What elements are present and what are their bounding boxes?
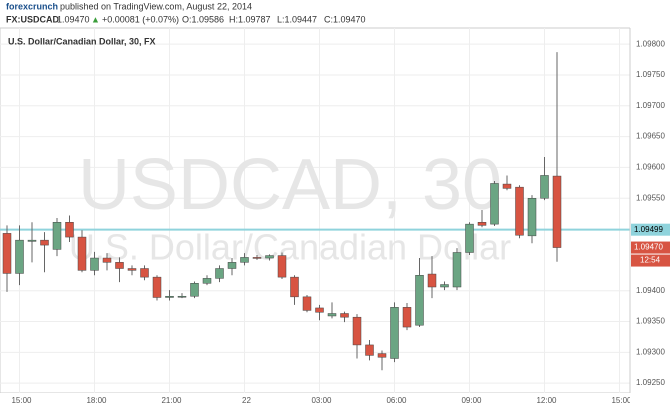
low: L:1.09447	[277, 14, 317, 24]
y-tick-label: 1.09400	[636, 286, 665, 295]
y-tick-label: 1.09250	[636, 378, 665, 387]
candle-body	[315, 307, 324, 313]
candle-body	[540, 175, 549, 199]
brand[interactable]: forexcrunch	[6, 1, 58, 11]
candle-body	[390, 307, 399, 359]
open: O:1.09586	[182, 14, 224, 24]
candle-body	[327, 313, 337, 317]
x-tick-label: 12:00	[536, 396, 557, 405]
candle-body	[415, 275, 424, 326]
candle-body	[352, 316, 362, 346]
candle-body	[452, 252, 462, 288]
watermark: USDCAD, 30	[78, 145, 502, 225]
price-line-box	[631, 223, 670, 236]
x-axis-panel	[0, 393, 670, 411]
y-tick-label: 1.09300	[636, 347, 665, 356]
candle-body	[190, 283, 199, 297]
x-tick-label: 03:00	[311, 396, 332, 405]
price-line-label: 1.09499	[634, 225, 663, 234]
candle-body	[77, 236, 87, 271]
plot-area	[0, 27, 631, 394]
high: H:1.09787	[229, 14, 271, 24]
candle-body	[215, 268, 224, 279]
y-tick-label: 1.09600	[636, 163, 665, 172]
candle-body	[477, 222, 487, 226]
candle-body	[240, 257, 249, 263]
candle-body	[552, 175, 562, 248]
arrow: ▲	[91, 14, 100, 24]
y-tick-label: 1.09650	[636, 132, 665, 141]
candle-body	[127, 268, 137, 271]
last: 1.09470	[57, 14, 90, 24]
candle-body	[465, 223, 474, 253]
candle-body	[15, 239, 24, 274]
x-tick-label: 09:00	[461, 396, 482, 405]
candle-body	[427, 273, 437, 288]
close: C:1.09470	[324, 14, 366, 24]
candle-body	[490, 183, 499, 225]
candle-body	[440, 284, 449, 288]
candle-body	[202, 278, 212, 284]
x-tick-label: 15:00	[611, 396, 632, 405]
candle-body	[290, 276, 299, 298]
y-axis-panel	[630, 0, 670, 411]
watermark-subtitle: U.S. Dollar/Canadian Dollar	[69, 227, 511, 268]
y-tick-label: 1.09700	[636, 101, 665, 110]
candle-body	[102, 257, 112, 263]
candle-body	[402, 307, 412, 328]
x-tick-label: 06:00	[386, 396, 407, 405]
countdown-box	[631, 254, 670, 267]
candle-body	[302, 296, 312, 311]
symbol: FX:USDCAD	[6, 14, 59, 24]
candle-body	[140, 268, 149, 278]
x-tick-label: 15:00	[11, 396, 32, 405]
candle-body	[115, 262, 124, 269]
candle-body	[515, 186, 524, 236]
candle-body	[340, 313, 349, 318]
x-tick-label: 21:00	[161, 396, 182, 405]
candle-body	[65, 222, 74, 238]
last-price-box	[631, 241, 670, 254]
candle-body	[40, 239, 49, 246]
candle-body	[227, 262, 237, 269]
chart-title: U.S. Dollar/Canadian Dollar, 30, FX	[8, 36, 156, 46]
candle-body	[252, 257, 262, 259]
candle-body	[265, 255, 274, 259]
candle-body	[165, 295, 174, 298]
y-tick-label: 1.09800	[636, 39, 665, 48]
candle-body	[377, 353, 387, 358]
published: published on TradingView.com, August 22,…	[60, 1, 252, 11]
change: +0.00081 (+0.07%)	[102, 14, 179, 24]
candle-body	[177, 295, 187, 298]
last-price-label: 1.09470	[634, 243, 663, 252]
candle-body	[2, 233, 12, 274]
candle-body	[365, 344, 374, 356]
candle-body	[502, 183, 512, 189]
candle-body	[90, 257, 99, 271]
countdown-label: 12:54	[640, 256, 661, 265]
y-tick-label: 1.09350	[636, 317, 665, 326]
candle-body	[277, 255, 287, 278]
x-tick-label: 22	[242, 396, 251, 405]
y-tick-label: 1.09550	[636, 193, 665, 202]
candle-body	[152, 276, 162, 298]
candle-body	[527, 197, 537, 237]
candle-body	[52, 222, 62, 250]
x-tick-label: 18:00	[86, 396, 107, 405]
candle-body	[27, 239, 37, 242]
y-tick-label: 1.09750	[636, 70, 665, 79]
